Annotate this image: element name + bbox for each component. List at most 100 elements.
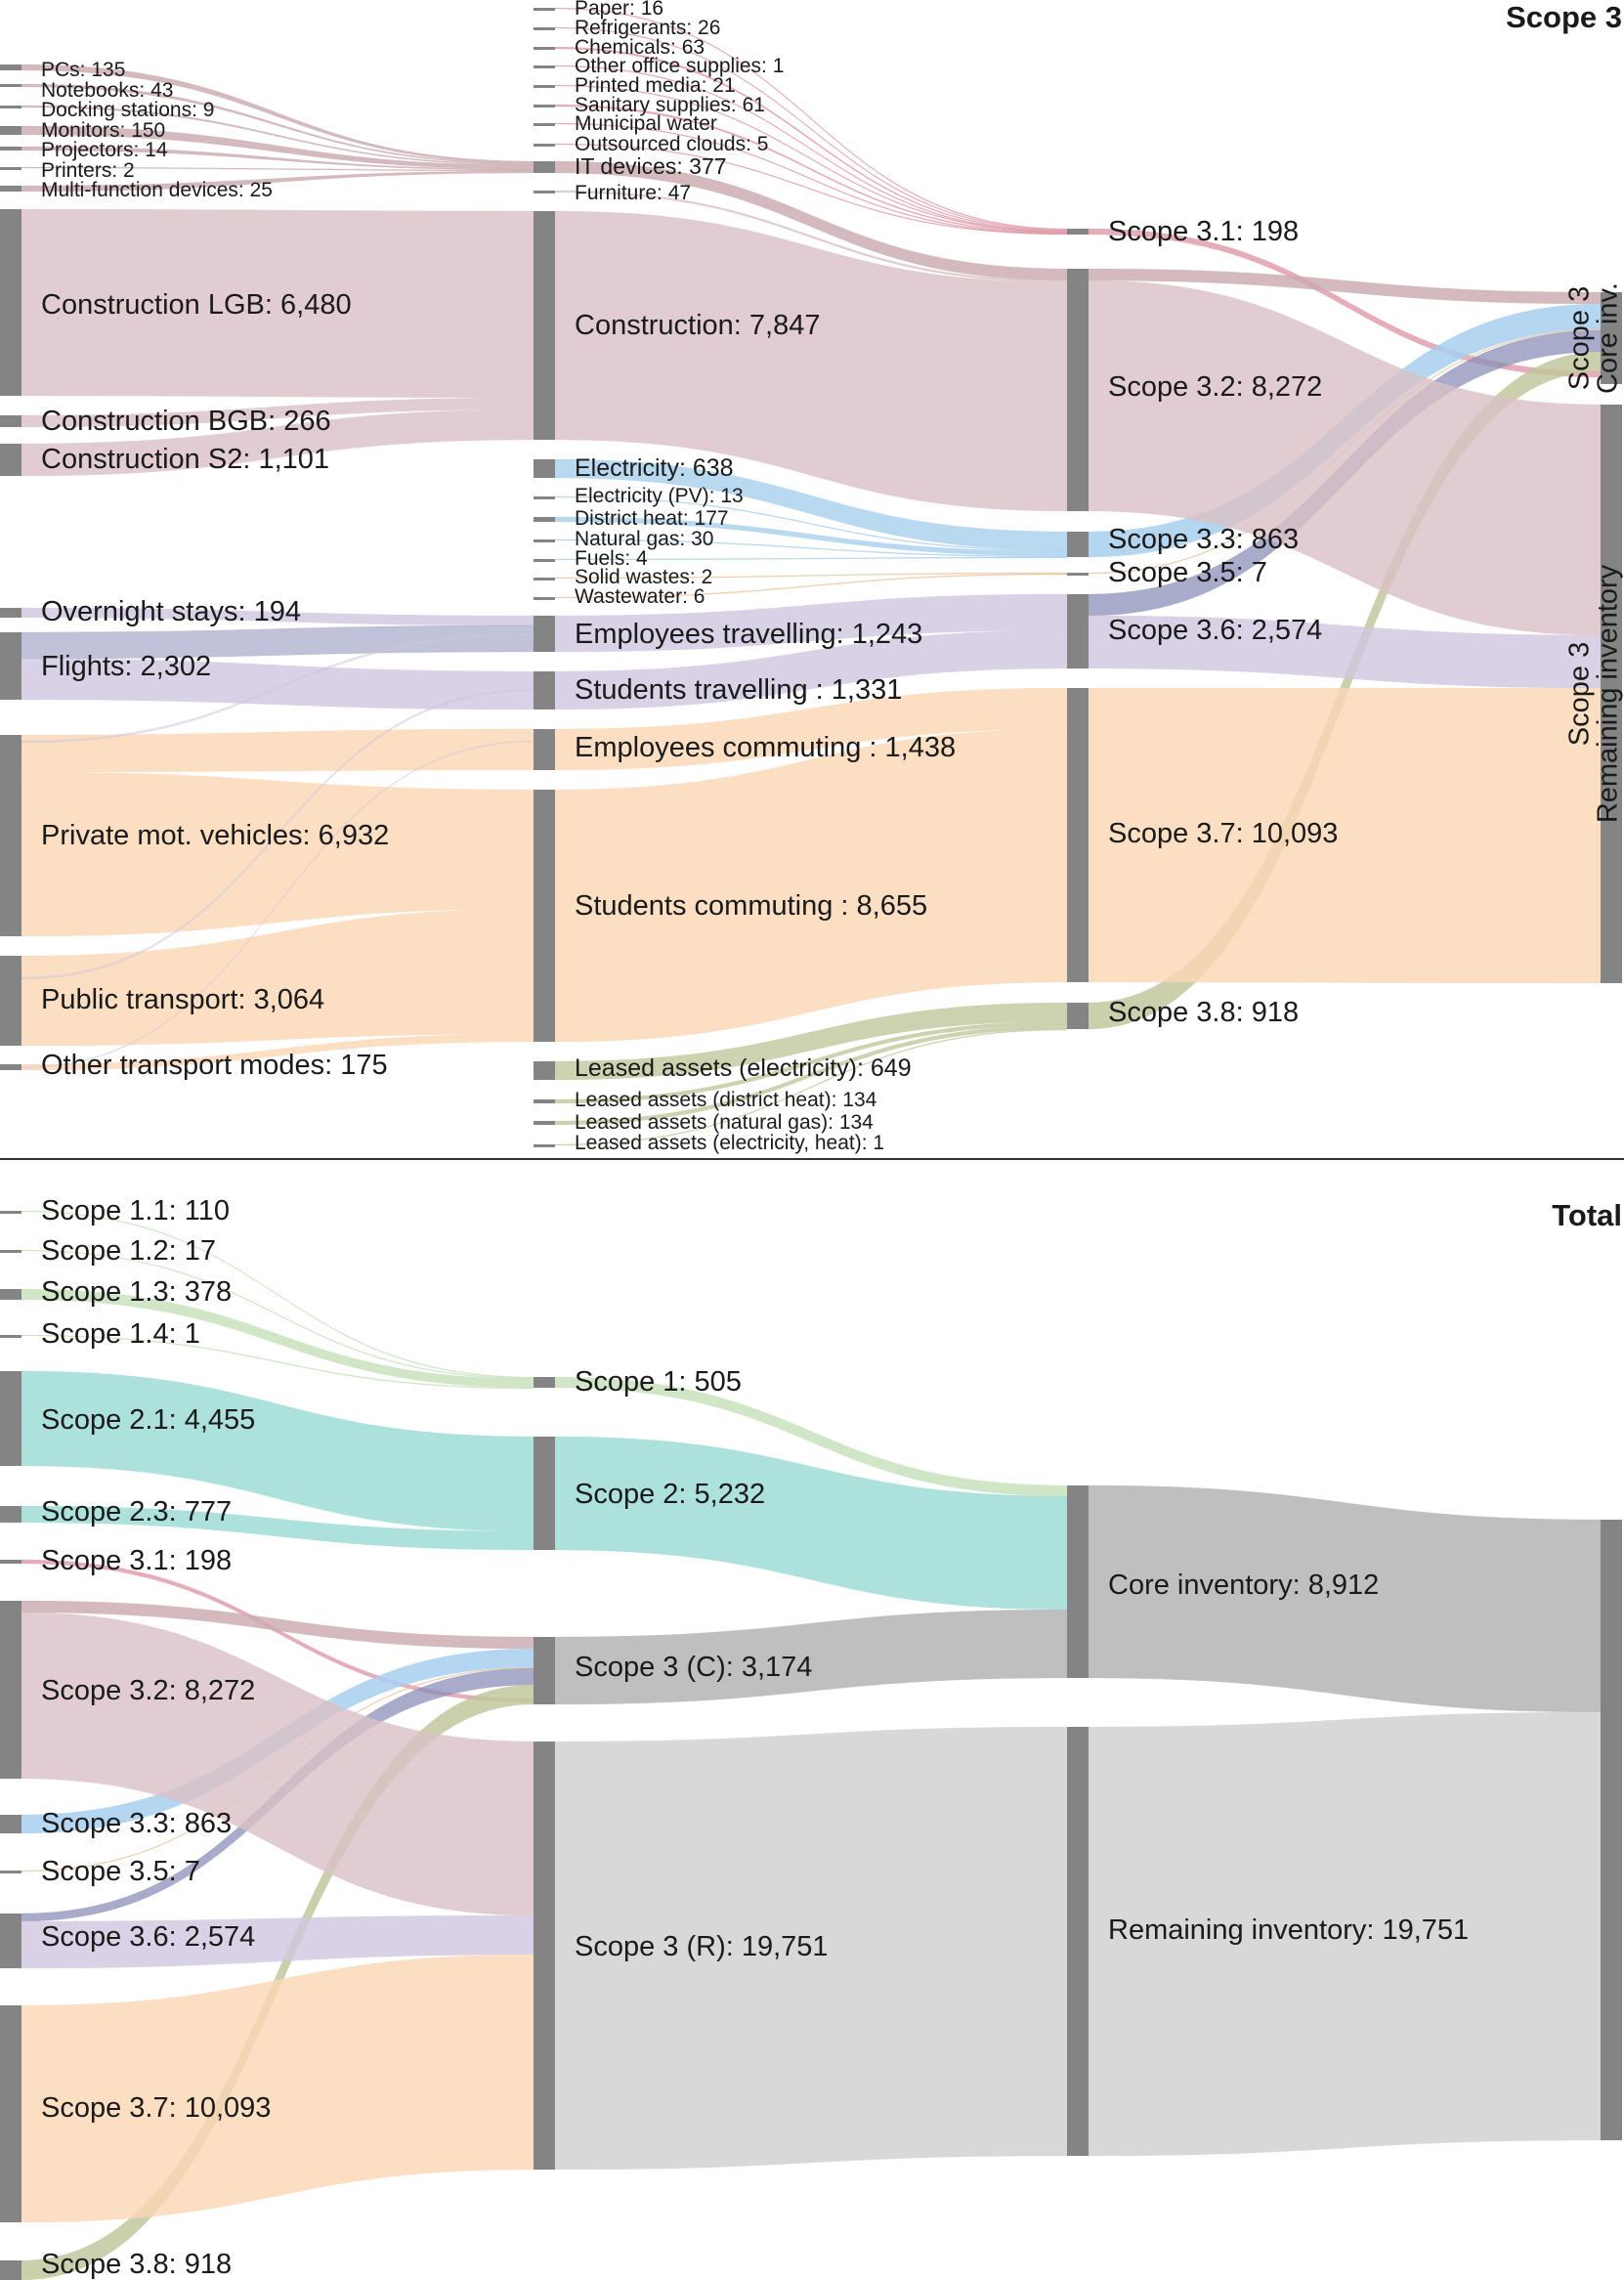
node-empcommute <box>534 729 555 770</box>
label-name-printed: Printed media: <box>575 74 706 97</box>
label-name-furniture: Furniture: <box>575 182 662 204</box>
label-empcommute: Employees commuting : 1,438 <box>575 732 956 763</box>
label-name-ts3r: Scope 3 (R): <box>575 1931 734 1962</box>
label-value-empcommute: 1,438 <box>876 732 956 763</box>
label-value-s35: 7 <box>1244 557 1267 588</box>
label-chem: Chemicals: 63 <box>575 36 705 59</box>
label-value-consbgb: 266 <box>276 406 330 437</box>
node-itdev <box>534 161 555 173</box>
node-water <box>534 123 555 126</box>
label-value-laelec: 649 <box>864 1054 912 1082</box>
label-remaining: Scope 3Remaining inventory <box>1564 564 1624 823</box>
label-name-sanitary: Sanitary supplies: <box>575 94 737 116</box>
label-name-solidwaste: Solid wastes: <box>575 566 696 588</box>
label-name-stucommute: Students commuting : <box>575 890 848 922</box>
node-elecpv <box>534 496 555 499</box>
label-value-conslgb: 6,480 <box>273 289 352 321</box>
label-value-s36: 2,574 <box>1244 615 1323 646</box>
label-stutravel: Students travelling : 1,331 <box>575 674 902 706</box>
label-name-pubtrans: Public transport: <box>41 984 246 1015</box>
label-laelec: Leased assets (electricity): 649 <box>575 1054 912 1082</box>
label-s37: Scope 3.7: 10,093 <box>1108 818 1338 849</box>
label-value-emptravel: 1,243 <box>844 619 923 650</box>
label-name-printers: Printers: <box>41 159 117 182</box>
nodes <box>0 8 1622 2280</box>
label-printers: Printers: 2 <box>41 159 135 182</box>
label-mfd: Multi-function devices: 25 <box>41 179 273 201</box>
node-stucommute <box>534 790 555 1042</box>
label-name-wastewater: Wastewater: <box>575 585 688 608</box>
label-value-electricity: 638 <box>686 454 734 482</box>
label-furniture: Furniture: 47 <box>575 182 691 204</box>
node-clouds <box>534 144 555 147</box>
label-value-refrig: 26 <box>692 17 720 39</box>
label-itdev: IT devices: 377 <box>575 153 727 179</box>
label-name-t31: Scope 3.1: <box>41 1545 177 1576</box>
node-office <box>534 65 555 68</box>
label-value-mfd: 25 <box>244 179 273 201</box>
label-value-stutravel: 1,331 <box>824 674 903 706</box>
label-electricity: Electricity: 638 <box>575 454 734 482</box>
label-value-s33: 863 <box>1244 524 1299 555</box>
label-value-t35: 7 <box>177 1856 200 1887</box>
node-fuels <box>534 559 555 562</box>
label-t32: Scope 3.2: 8,272 <box>41 1675 255 1706</box>
label-name-flights: Flights: <box>41 651 132 682</box>
node-t37 <box>0 2005 21 2222</box>
label-name-laheat: Leased assets (district heat): <box>575 1089 836 1111</box>
node-t21 <box>0 1371 21 1466</box>
label-pubtrans: Public transport: 3,064 <box>41 984 324 1015</box>
label-docking: Docking stations: 9 <box>41 99 214 121</box>
node-conss2 <box>0 444 21 476</box>
label-value-pubtrans: 3,064 <box>246 984 325 1015</box>
label-sanitary: Sanitary supplies: 61 <box>575 94 765 116</box>
node-refrig <box>534 27 555 30</box>
label-clouds: Outsourced clouds: 5 <box>575 133 768 155</box>
node-t12 <box>0 1250 21 1253</box>
label-pcs: PCs: 135 <box>41 59 125 81</box>
label-conss2: Construction S2: 1,101 <box>41 444 329 475</box>
label-conslgb: Construction LGB: 6,480 <box>41 289 352 321</box>
link-t37-to-ts3r <box>21 1954 534 2223</box>
node-projectors <box>0 147 21 151</box>
node-core <box>1601 292 1622 384</box>
label-name-t13: Scope 1.3: <box>41 1276 177 1308</box>
label-value-t36: 2,574 <box>177 1921 256 1953</box>
label-value-clouds: 5 <box>751 133 769 155</box>
label-name-elecpv: Electricity (PV): <box>575 485 715 507</box>
node-tall <box>1601 1520 1622 2140</box>
label-value-elecpv: 13 <box>715 485 744 507</box>
node-wastewater <box>534 597 555 600</box>
label-value-printers: 2 <box>117 159 135 182</box>
node-othertrans <box>0 1064 21 1070</box>
label-value-t14: 1 <box>177 1318 200 1350</box>
label-value-wastewater: 6 <box>688 585 705 608</box>
label-flights: Flights: 2,302 <box>41 651 211 682</box>
label-value-docking: 9 <box>197 99 215 121</box>
label-name-t38: Scope 3.8: <box>41 2249 177 2280</box>
link-ts2-to-tcore <box>554 1436 1068 1611</box>
label-name-fuels: Fuels: <box>575 547 630 570</box>
node-t38 <box>0 2260 21 2280</box>
label-name-t21: Scope 2.1: <box>41 1404 177 1436</box>
label-name-t12: Scope 1.2: <box>41 1235 177 1267</box>
label-name-t14: Scope 1.4: <box>41 1318 177 1350</box>
label-s32: Scope 3.2: 8,272 <box>1108 371 1322 403</box>
node-remaining <box>1601 405 1622 983</box>
label-name-trem: Remaining inventory: <box>1108 1914 1374 1946</box>
label-t31: Scope 3.1: 198 <box>41 1545 232 1576</box>
label-office: Other office supplies: 1 <box>575 55 784 77</box>
label-name-emptravel: Employees travelling: <box>575 619 844 650</box>
node-t31 <box>0 1560 21 1564</box>
label-value-othertrans: 175 <box>332 1050 387 1081</box>
label-value-districtheat: 177 <box>689 507 729 530</box>
label-value-s38: 918 <box>1244 997 1299 1028</box>
label-value-solidwaste: 2 <box>696 566 713 588</box>
label-consbgb: Construction BGB: 266 <box>41 406 331 437</box>
node-laheat <box>534 1099 555 1103</box>
label-value-laheat: 134 <box>836 1089 876 1111</box>
label-name-construction: Construction: <box>575 310 742 341</box>
label-name-overnight: Overnight stays: <box>41 596 246 627</box>
label-value-ts1: 505 <box>686 1366 741 1398</box>
